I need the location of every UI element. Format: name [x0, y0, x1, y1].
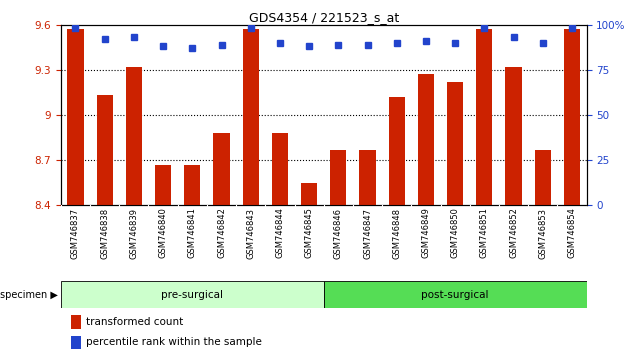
Bar: [213, 133, 229, 205]
Bar: [61, 281, 324, 308]
Bar: [324, 281, 587, 308]
Bar: [535, 150, 551, 205]
Bar: [243, 29, 259, 205]
Text: GSM746844: GSM746844: [276, 207, 285, 258]
Text: GSM746841: GSM746841: [188, 207, 197, 258]
Bar: [564, 29, 580, 205]
Bar: [360, 150, 376, 205]
Bar: [447, 82, 463, 205]
Text: transformed count: transformed count: [86, 317, 183, 327]
Text: GSM746852: GSM746852: [509, 207, 518, 258]
Text: GSM746851: GSM746851: [480, 207, 489, 258]
Bar: [126, 67, 142, 205]
Bar: [418, 74, 434, 205]
Text: GSM746843: GSM746843: [246, 207, 255, 259]
Text: specimen ▶: specimen ▶: [0, 290, 58, 300]
Text: GSM746838: GSM746838: [100, 207, 109, 259]
Bar: [71, 315, 81, 329]
Bar: [67, 29, 83, 205]
Text: GSM746846: GSM746846: [334, 207, 343, 259]
Text: GSM746837: GSM746837: [71, 207, 80, 259]
Text: GSM746849: GSM746849: [421, 207, 430, 258]
Bar: [155, 165, 171, 205]
Text: percentile rank within the sample: percentile rank within the sample: [86, 337, 262, 348]
Text: GSM746840: GSM746840: [158, 207, 167, 258]
Text: GSM746853: GSM746853: [538, 207, 547, 259]
Title: GDS4354 / 221523_s_at: GDS4354 / 221523_s_at: [249, 11, 399, 24]
Bar: [272, 133, 288, 205]
Text: GSM746854: GSM746854: [567, 207, 576, 258]
Text: GSM746845: GSM746845: [304, 207, 313, 258]
Text: GSM746850: GSM746850: [451, 207, 460, 258]
Text: GSM746842: GSM746842: [217, 207, 226, 258]
Bar: [97, 96, 113, 205]
Text: GSM746847: GSM746847: [363, 207, 372, 259]
Bar: [71, 336, 81, 349]
Bar: [388, 97, 404, 205]
Bar: [476, 29, 492, 205]
Bar: [506, 67, 522, 205]
Bar: [330, 150, 346, 205]
Bar: [301, 183, 317, 205]
Bar: [184, 165, 201, 205]
Text: post-surgical: post-surgical: [421, 290, 489, 300]
Text: pre-surgical: pre-surgical: [162, 290, 223, 300]
Text: GSM746848: GSM746848: [392, 207, 401, 259]
Text: GSM746839: GSM746839: [129, 207, 138, 259]
